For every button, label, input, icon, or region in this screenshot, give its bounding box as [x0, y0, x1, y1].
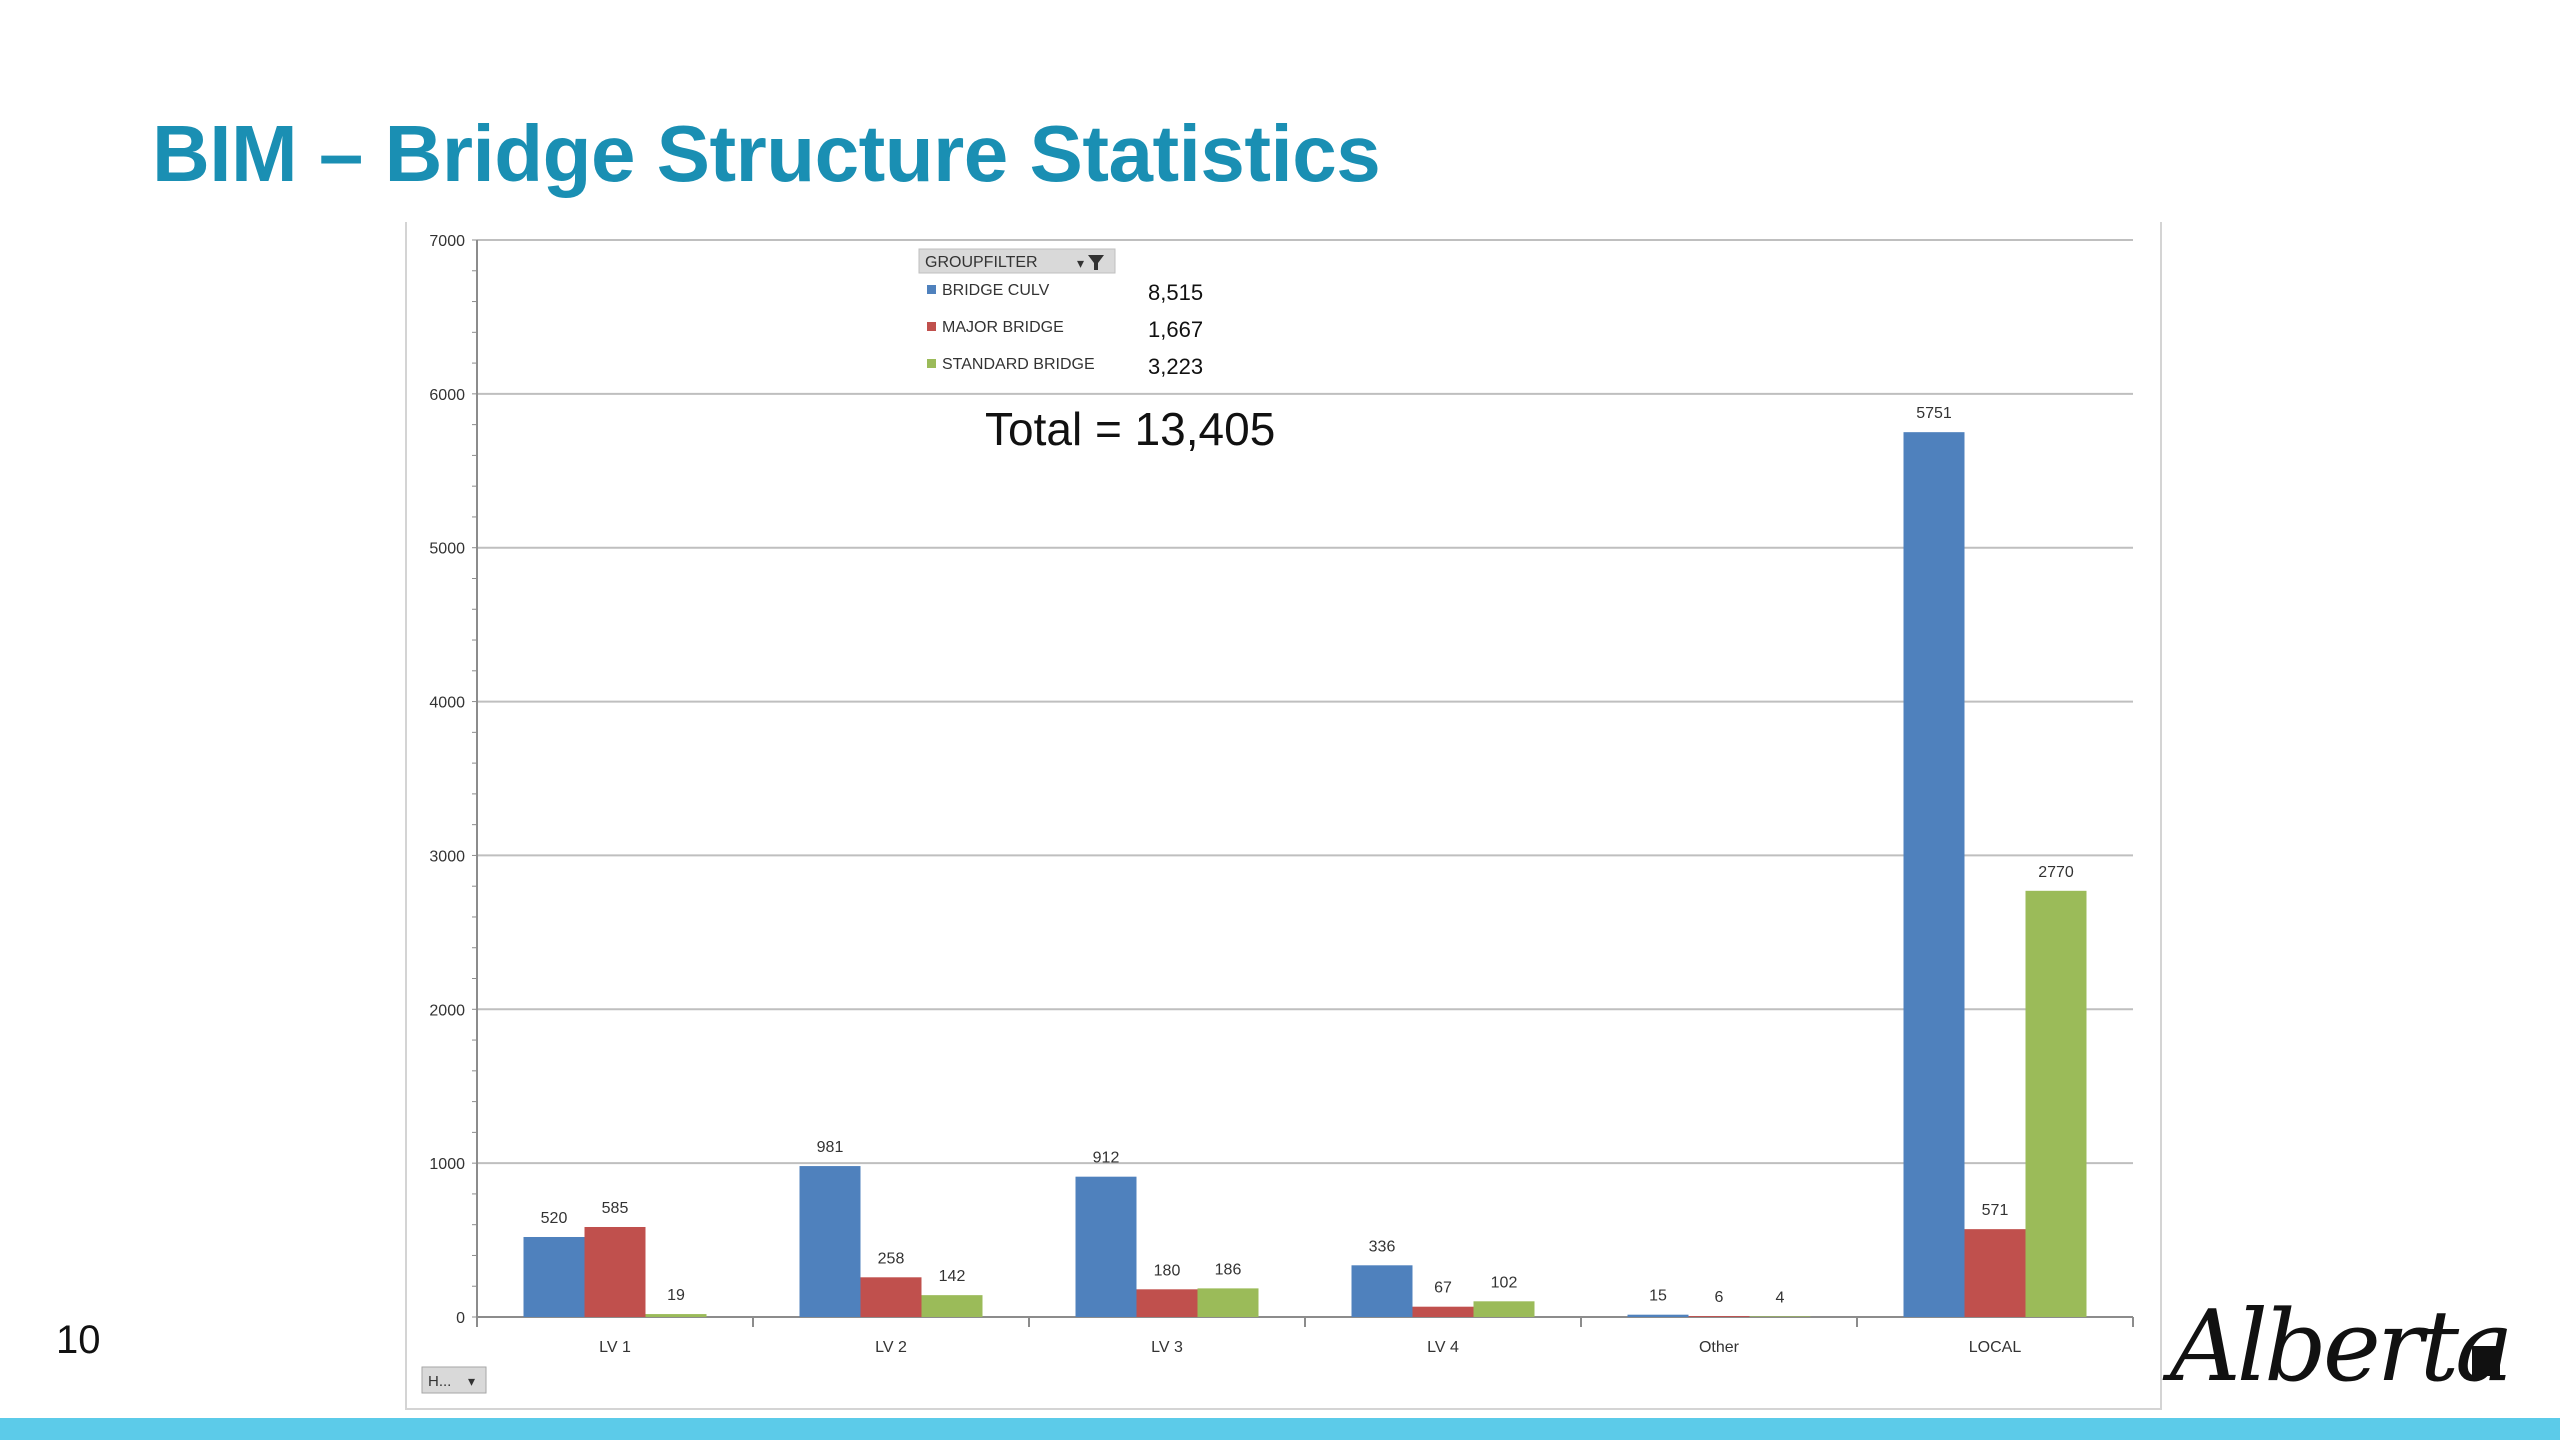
- x-tick-label: LV 2: [875, 1339, 907, 1356]
- bar[interactable]: [1965, 1229, 2026, 1317]
- y-tick-label: 2000: [429, 1002, 465, 1019]
- alberta-logo: Alberta: [2170, 1290, 2510, 1404]
- bar[interactable]: [1137, 1289, 1198, 1317]
- data-label: 15: [1649, 1288, 1667, 1305]
- legend-label: STANDARD BRIDGE: [942, 356, 1095, 373]
- x-tick-label: LV 3: [1151, 1339, 1183, 1356]
- y-tick-label: 6000: [429, 387, 465, 404]
- legend-swatch: [927, 285, 936, 294]
- chevron-down-icon: ▾: [468, 1374, 475, 1390]
- bar[interactable]: [1689, 1316, 1750, 1317]
- bar[interactable]: [585, 1227, 646, 1317]
- data-label: 571: [1982, 1202, 2009, 1219]
- legend-items: BRIDGE CULV 8,515 MAJOR BRIDGE 1,667 STANDAR…: [927, 280, 1203, 379]
- bar[interactable]: [861, 1277, 922, 1317]
- bar[interactable]: [1904, 432, 1965, 1317]
- y-tick-label: 0: [456, 1310, 465, 1327]
- bar[interactable]: [2026, 891, 2087, 1317]
- bar[interactable]: [1413, 1307, 1474, 1317]
- data-label: 180: [1154, 1262, 1181, 1279]
- field-filter-label: H...: [428, 1373, 451, 1390]
- x-tick-label: Other: [1699, 1339, 1740, 1356]
- bar[interactable]: [1628, 1315, 1689, 1317]
- bar-chart: 0 1000 2000 3000 4000 5000 6000 7000 LV 1 LV 2 LV …: [405, 222, 2160, 1412]
- bar[interactable]: [524, 1237, 585, 1317]
- field-filter-button[interactable]: H... ▾: [422, 1367, 486, 1393]
- bar[interactable]: [1474, 1301, 1535, 1317]
- x-tick-label: LV 1: [599, 1339, 631, 1356]
- data-label: 258: [878, 1250, 905, 1267]
- bar[interactable]: [1352, 1265, 1413, 1317]
- x-tick-label: LV 4: [1427, 1339, 1459, 1356]
- legend-total: 3,223: [1148, 354, 1203, 379]
- axes: 0 1000 2000 3000 4000 5000 6000 7000 LV 1 LV 2 LV …: [429, 233, 2133, 1356]
- data-label: 520: [541, 1210, 568, 1227]
- legend-swatch: [927, 359, 936, 368]
- data-label: 19: [667, 1287, 685, 1304]
- bar[interactable]: [646, 1314, 707, 1317]
- legend-swatch: [927, 322, 936, 331]
- data-label: 186: [1215, 1261, 1242, 1278]
- data-label: 5751: [1916, 405, 1952, 422]
- y-tick-label: 7000: [429, 233, 465, 250]
- total-annotation: Total = 13,405: [985, 403, 1275, 455]
- x-tick-label: LOCAL: [1969, 1339, 2022, 1356]
- legend-label: MAJOR BRIDGE: [942, 319, 1064, 336]
- grid-lines: [477, 240, 2133, 1163]
- filter-dropdown-icon[interactable]: ▾: [1077, 256, 1084, 272]
- data-label: 981: [817, 1139, 844, 1156]
- bar[interactable]: [1198, 1288, 1259, 1317]
- y-tick-label: 3000: [429, 848, 465, 865]
- data-label: 67: [1434, 1280, 1452, 1297]
- bar[interactable]: [800, 1166, 861, 1317]
- data-label: 102: [1491, 1274, 1518, 1291]
- data-label: 4: [1776, 1289, 1785, 1306]
- data-label: 6: [1715, 1289, 1724, 1306]
- data-label: 142: [939, 1268, 966, 1285]
- bottom-accent-bar: [0, 1418, 2560, 1440]
- page-number: 10: [56, 1318, 101, 1363]
- data-label: 336: [1369, 1238, 1396, 1255]
- legend-title: GROUPFILTER: [925, 254, 1038, 271]
- legend: GROUPFILTER ▾: [919, 249, 1115, 273]
- y-tick-label: 4000: [429, 695, 465, 712]
- bar[interactable]: [1750, 1316, 1811, 1317]
- bar[interactable]: [1076, 1177, 1137, 1317]
- bar[interactable]: [922, 1295, 983, 1317]
- legend-label: BRIDGE CULV: [942, 282, 1050, 299]
- data-label: 585: [602, 1200, 629, 1217]
- legend-total: 1,667: [1148, 317, 1203, 342]
- data-label: 912: [1093, 1150, 1120, 1167]
- slide-title: BIM – Bridge Structure Statistics: [152, 108, 1380, 200]
- bars: [524, 432, 2087, 1317]
- legend-total: 8,515: [1148, 280, 1203, 305]
- data-label: 2770: [2038, 864, 2074, 881]
- y-tick-label: 1000: [429, 1156, 465, 1173]
- logo-flag-mark: [2472, 1346, 2500, 1376]
- y-tick-label: 5000: [429, 541, 465, 558]
